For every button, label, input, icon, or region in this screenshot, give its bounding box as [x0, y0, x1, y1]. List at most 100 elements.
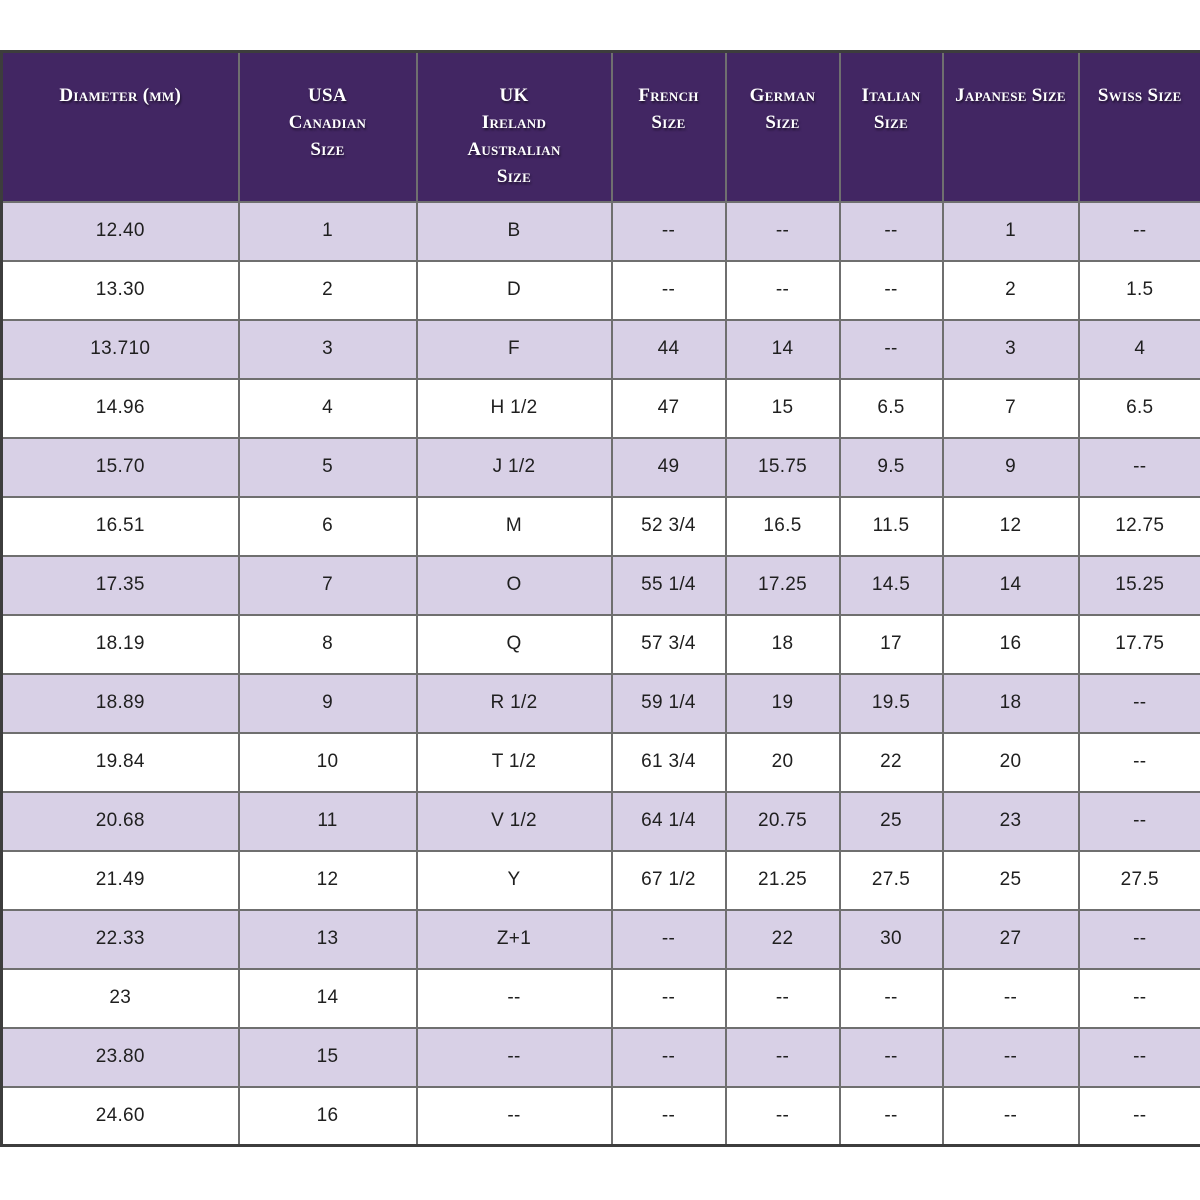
cell-italian: 6.5 — [838, 377, 944, 439]
cell-japanese: 2 — [941, 259, 1080, 321]
cell-uk-ireland-australian: Q — [415, 613, 613, 675]
header-cell-usa-canadian: USA Canadian Size — [237, 50, 418, 203]
header-cell-diameter: Diameter (mm) — [0, 50, 240, 203]
cell-german: 21.25 — [724, 849, 841, 911]
cell-japanese: 7 — [941, 377, 1080, 439]
cell-usa-canadian: 6 — [237, 495, 418, 557]
cell-uk-ireland-australian: Z+1 — [415, 908, 613, 970]
cell-diameter: 15.70 — [0, 436, 240, 498]
cell-italian: 9.5 — [838, 436, 944, 498]
cell-japanese: 25 — [941, 849, 1080, 911]
cell-usa-canadian: 2 — [237, 259, 418, 321]
cell-french: 47 — [610, 377, 727, 439]
cell-diameter: 22.33 — [0, 908, 240, 970]
cell-french: 67 1/2 — [610, 849, 727, 911]
cell-italian: 27.5 — [838, 849, 944, 911]
cell-italian: 19.5 — [838, 672, 944, 734]
table-row: 20.68 11 V 1/2 64 1/4 20.75 25 23 -- — [0, 790, 1200, 852]
cell-italian: -- — [838, 259, 944, 321]
header-cell-japanese: Japanese Size — [941, 50, 1080, 203]
table-row: 15.70 5 J 1/2 49 15.75 9.5 9 -- — [0, 436, 1200, 498]
cell-french: 55 1/4 — [610, 554, 727, 616]
cell-uk-ireland-australian: D — [415, 259, 613, 321]
cell-swiss: -- — [1077, 790, 1200, 852]
table-row: 18.89 9 R 1/2 59 1/4 19 19.5 18 -- — [0, 672, 1200, 734]
cell-usa-canadian: 4 — [237, 377, 418, 439]
cell-japanese: 18 — [941, 672, 1080, 734]
header-cell-italian: Italian Size — [838, 50, 944, 203]
cell-italian: -- — [838, 1026, 944, 1088]
cell-italian: 25 — [838, 790, 944, 852]
cell-uk-ireland-australian: F — [415, 318, 613, 380]
table-row: 17.35 7 O 55 1/4 17.25 14.5 14 15.25 — [0, 554, 1200, 616]
cell-italian: 22 — [838, 731, 944, 793]
cell-swiss: 12.75 — [1077, 495, 1200, 557]
cell-diameter: 13.30 — [0, 259, 240, 321]
cell-diameter: 19.84 — [0, 731, 240, 793]
cell-japanese: -- — [941, 1026, 1080, 1088]
cell-japanese: 20 — [941, 731, 1080, 793]
cell-diameter: 23 — [0, 967, 240, 1029]
cell-japanese: 9 — [941, 436, 1080, 498]
cell-diameter: 17.35 — [0, 554, 240, 616]
cell-german: 20 — [724, 731, 841, 793]
table-row: 22.33 13 Z+1 -- 22 30 27 -- — [0, 908, 1200, 970]
cell-french: 59 1/4 — [610, 672, 727, 734]
cell-uk-ireland-australian: J 1/2 — [415, 436, 613, 498]
cell-french: 64 1/4 — [610, 790, 727, 852]
cell-uk-ireland-australian: O — [415, 554, 613, 616]
cell-usa-canadian: 3 — [237, 318, 418, 380]
cell-italian: -- — [838, 967, 944, 1029]
cell-german: 20.75 — [724, 790, 841, 852]
cell-japanese: 27 — [941, 908, 1080, 970]
cell-german: 16.5 — [724, 495, 841, 557]
cell-uk-ireland-australian: Y — [415, 849, 613, 911]
cell-uk-ireland-australian: B — [415, 200, 613, 262]
cell-french: 61 3/4 — [610, 731, 727, 793]
cell-japanese: 12 — [941, 495, 1080, 557]
cell-swiss: 17.75 — [1077, 613, 1200, 675]
header-cell-swiss: Swiss Size — [1077, 50, 1200, 203]
table-header: Diameter (mm) USA Canadian Size UK Ireland… — [0, 50, 1200, 203]
cell-german: 17.25 — [724, 554, 841, 616]
table-row: 16.51 6 M 52 3/4 16.5 11.5 12 12.75 — [0, 495, 1200, 557]
cell-french: 49 — [610, 436, 727, 498]
cell-usa-canadian: 12 — [237, 849, 418, 911]
table-row: 14.96 4 H 1/2 47 15 6.5 7 6.5 — [0, 377, 1200, 439]
cell-french: 44 — [610, 318, 727, 380]
table-row: 13.30 2 D -- -- -- 2 1.5 — [0, 259, 1200, 321]
cell-usa-canadian: 9 — [237, 672, 418, 734]
table-row: 23.80 15 -- -- -- -- -- -- — [0, 1026, 1200, 1088]
cell-diameter: 20.68 — [0, 790, 240, 852]
cell-swiss: -- — [1077, 731, 1200, 793]
header-row: Diameter (mm) USA Canadian Size UK Ireland… — [0, 50, 1200, 203]
cell-japanese: 23 — [941, 790, 1080, 852]
cell-swiss: 1.5 — [1077, 259, 1200, 321]
cell-usa-canadian: 13 — [237, 908, 418, 970]
cell-uk-ireland-australian: -- — [415, 1085, 613, 1147]
cell-usa-canadian: 10 — [237, 731, 418, 793]
cell-italian: 17 — [838, 613, 944, 675]
cell-japanese: 3 — [941, 318, 1080, 380]
cell-japanese: -- — [941, 1085, 1080, 1147]
cell-french: 57 3/4 — [610, 613, 727, 675]
cell-usa-canadian: 1 — [237, 200, 418, 262]
cell-uk-ireland-australian: -- — [415, 967, 613, 1029]
table-row: 13.710 3 F 44 14 -- 3 4 — [0, 318, 1200, 380]
cell-german: 22 — [724, 908, 841, 970]
cell-french: -- — [610, 1026, 727, 1088]
cell-diameter: 18.19 — [0, 613, 240, 675]
cell-german: 19 — [724, 672, 841, 734]
cell-swiss: -- — [1077, 436, 1200, 498]
header-cell-french: French Size — [610, 50, 727, 203]
table-row: 21.49 12 Y 67 1/2 21.25 27.5 25 27.5 — [0, 849, 1200, 911]
cell-swiss: 15.25 — [1077, 554, 1200, 616]
cell-diameter: 14.96 — [0, 377, 240, 439]
cell-usa-canadian: 16 — [237, 1085, 418, 1147]
cell-swiss: 6.5 — [1077, 377, 1200, 439]
cell-uk-ireland-australian: V 1/2 — [415, 790, 613, 852]
cell-uk-ireland-australian: R 1/2 — [415, 672, 613, 734]
table-row: 18.19 8 Q 57 3/4 18 17 16 17.75 — [0, 613, 1200, 675]
cell-japanese: 1 — [941, 200, 1080, 262]
cell-swiss: -- — [1077, 967, 1200, 1029]
